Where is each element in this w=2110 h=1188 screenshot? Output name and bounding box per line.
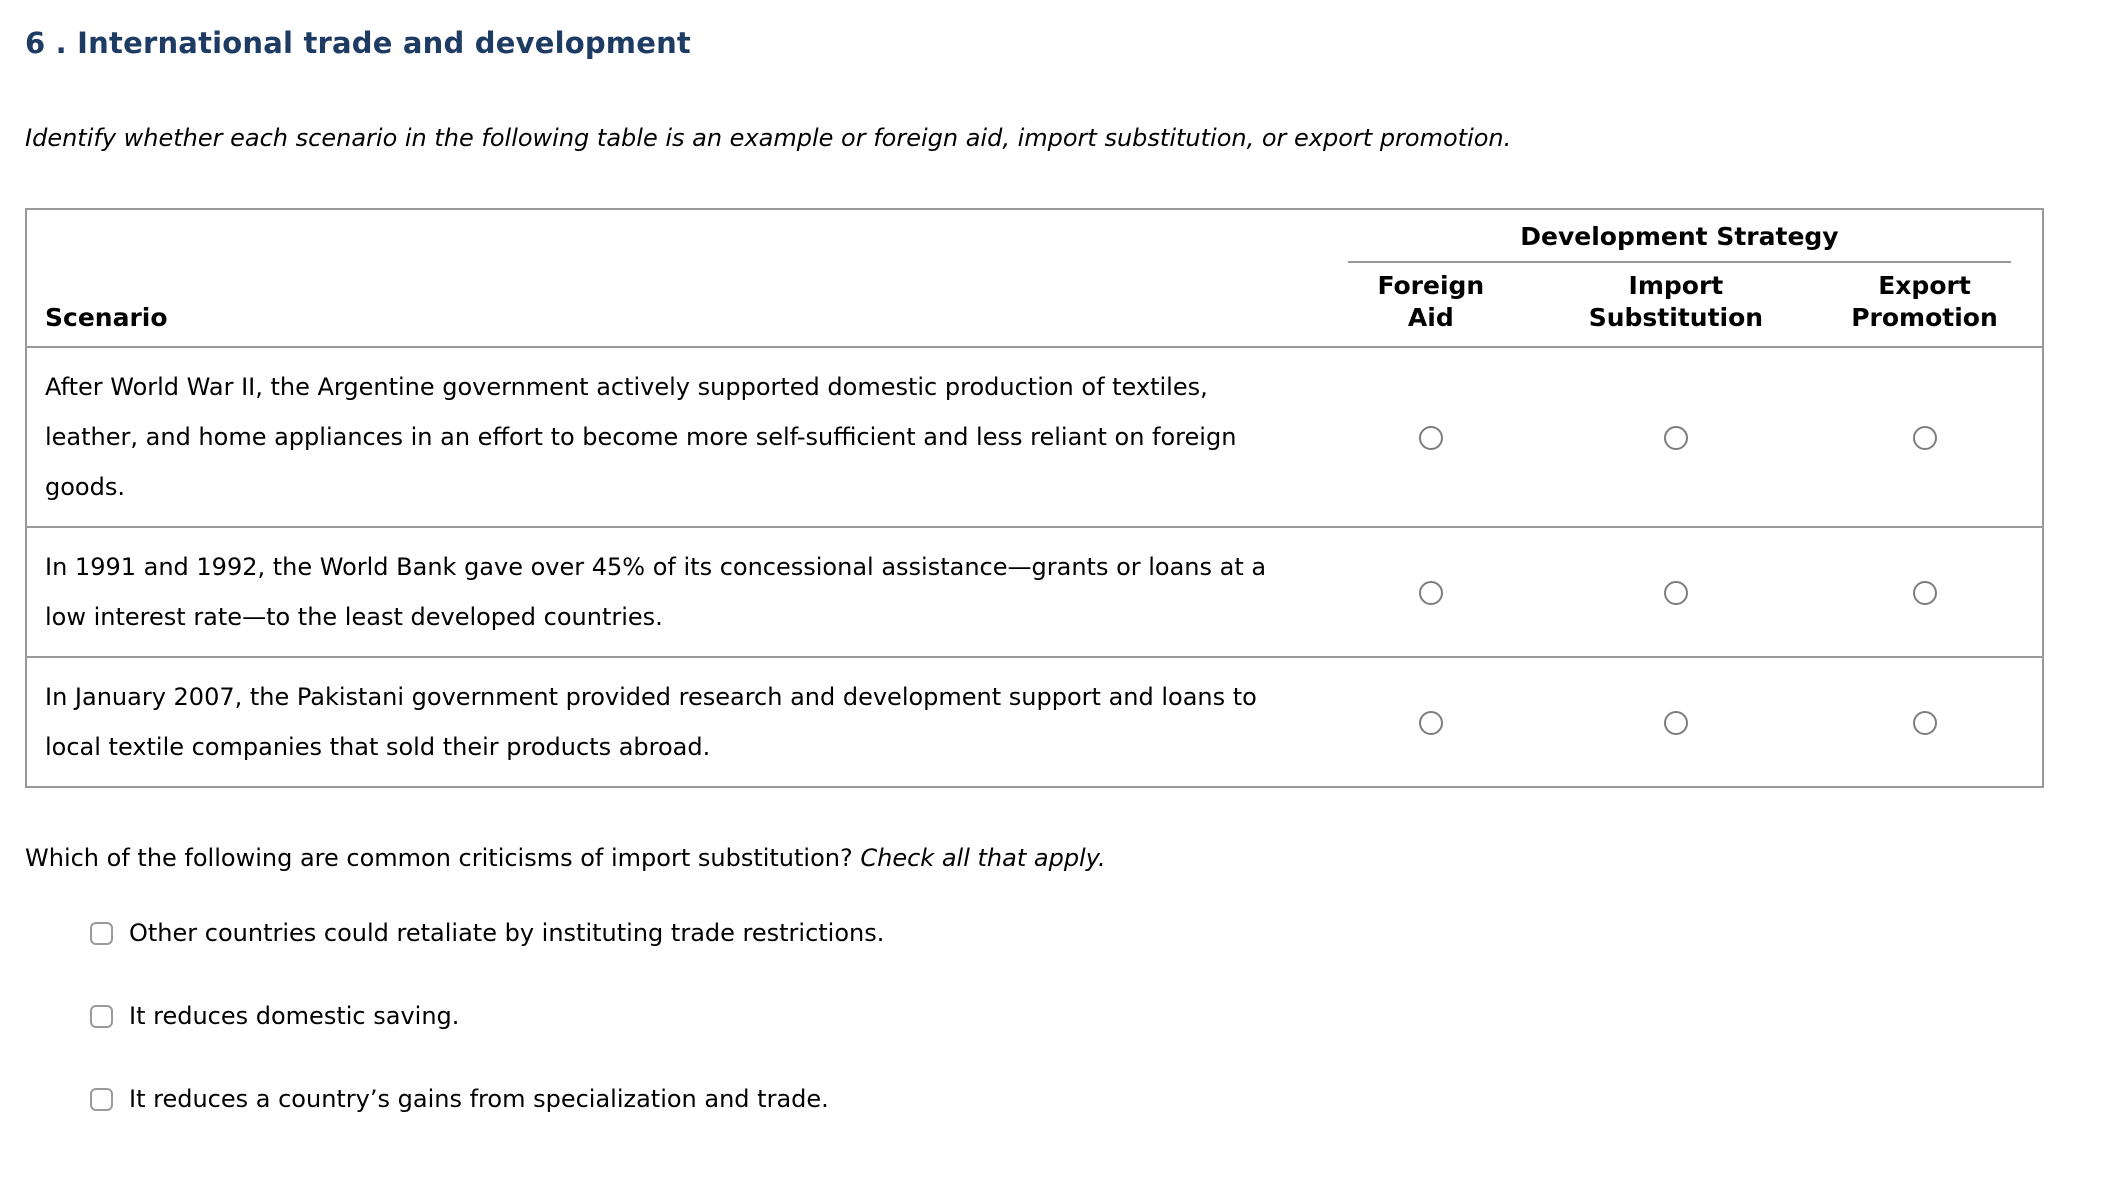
scenario-text-world-bank: In 1991 and 1992, the World Bank gave ov…	[26, 526, 1317, 657]
option-row-gains-from-trade[interactable]: It reduces a country’s gains from specia…	[90, 1084, 2110, 1115]
scenario-column-header: Scenario	[45, 303, 168, 332]
checkbox-retaliation[interactable]	[90, 922, 113, 946]
cell-row2-foreign-aid	[1316, 526, 1545, 657]
radio-row1-export-promotion[interactable]	[1912, 426, 1937, 450]
development-strategy-label: Development Strategy	[1347, 222, 2011, 263]
radio-row2-export-promotion[interactable]	[1912, 581, 1937, 605]
cell-row3-foreign-aid	[1316, 656, 1545, 787]
table-row: After World War II, the Argentine govern…	[26, 346, 2043, 527]
cell-row1-import-substitution	[1544, 346, 1807, 527]
radio-row2-foreign-aid[interactable]	[1418, 581, 1443, 605]
criticism-question: Which of the following are common critic…	[25, 844, 2110, 872]
foreign-aid-line1: Foreign	[1377, 271, 1485, 300]
cell-row2-export-promotion	[1807, 526, 2043, 657]
cell-row2-import-substitution	[1544, 526, 1807, 657]
page-title: 6 . International trade and development	[25, 26, 691, 60]
foreign-aid-line2: Aid	[1407, 303, 1454, 332]
checkbox-gains-from-trade[interactable]	[90, 1088, 113, 1112]
criticism-question-text: Which of the following are common critic…	[25, 844, 853, 872]
scenario-text-argentina: After World War II, the Argentine govern…	[26, 346, 1317, 527]
radio-row2-import-substitution[interactable]	[1663, 581, 1688, 605]
cell-row3-import-substitution	[1544, 656, 1807, 787]
option-label-retaliation: Other countries could retaliate by insti…	[129, 919, 885, 947]
import-substitution-line1: Import	[1628, 271, 1724, 300]
cell-row3-export-promotion	[1807, 656, 2043, 787]
scenario-text-pakistan: In January 2007, the Pakistani governmen…	[26, 656, 1317, 787]
option-row-retaliation[interactable]: Other countries could retaliate by insti…	[90, 918, 2110, 949]
cell-row1-export-promotion	[1807, 346, 2043, 527]
cell-row1-foreign-aid	[1316, 346, 1545, 527]
instruction-text: Identify whether each scenario in the fo…	[25, 124, 1512, 152]
export-promotion-line2: Promotion	[1851, 303, 1998, 332]
column-header-export-promotion: Export Promotion	[1807, 264, 2043, 347]
criticism-options: Other countries could retaliate by insti…	[25, 918, 2110, 1116]
table-row: In 1991 and 1992, the World Bank gave ov…	[26, 526, 2043, 657]
checkbox-domestic-saving[interactable]	[90, 1005, 113, 1029]
radio-row3-foreign-aid[interactable]	[1418, 711, 1443, 735]
radio-row1-import-substitution[interactable]	[1663, 426, 1688, 450]
column-header-foreign-aid: Foreign Aid	[1317, 264, 1545, 347]
option-row-domestic-saving[interactable]: It reduces domestic saving.	[90, 1001, 2110, 1032]
radio-row1-foreign-aid[interactable]	[1418, 426, 1443, 450]
radio-row3-import-substitution[interactable]	[1663, 711, 1688, 735]
column-header-import-substitution: Import Substitution	[1545, 264, 1807, 347]
check-all-that-apply-text: Check all that apply.	[860, 844, 1106, 872]
scenario-table: Scenario Development Strategy Foreign Ai…	[25, 208, 2044, 788]
option-label-gains-from-trade: It reduces a country’s gains from specia…	[129, 1085, 829, 1114]
development-strategy-group-header: Development Strategy	[1317, 209, 2043, 264]
export-promotion-line1: Export	[1878, 271, 1971, 300]
radio-row3-export-promotion[interactable]	[1912, 711, 1937, 735]
option-label-domestic-saving: It reduces domestic saving.	[129, 1002, 460, 1031]
import-substitution-line2: Substitution	[1588, 303, 1764, 332]
table-row: In January 2007, the Pakistani governmen…	[26, 656, 2043, 787]
